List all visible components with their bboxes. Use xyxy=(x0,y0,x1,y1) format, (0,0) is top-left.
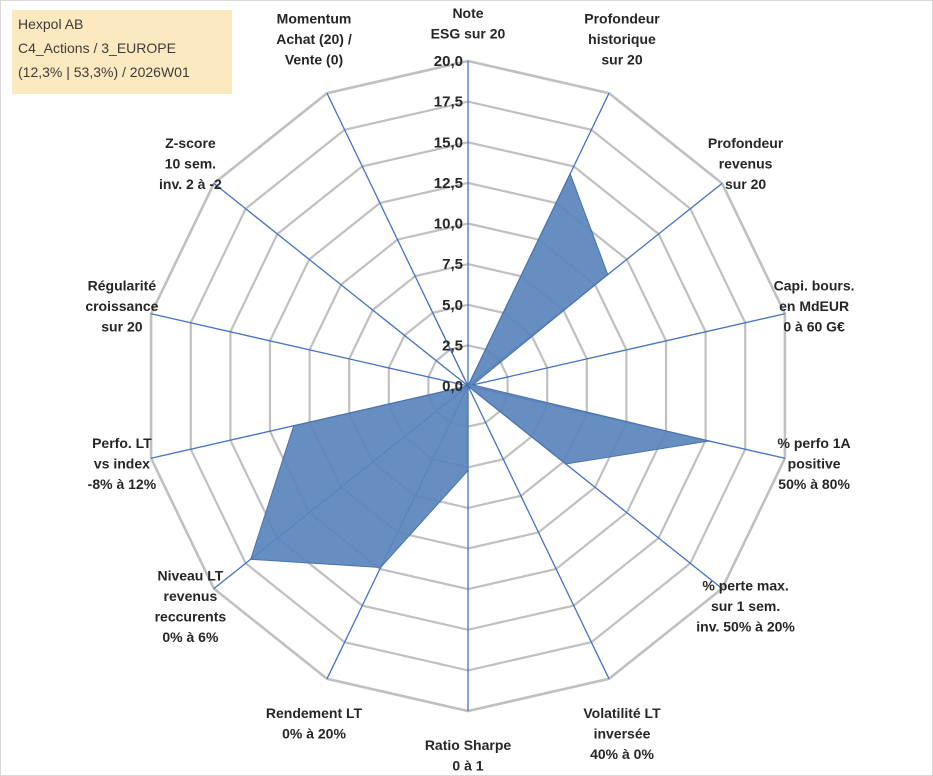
axis-label: Régularité croissance sur 20 xyxy=(85,277,158,334)
tick-label: 15,0 xyxy=(434,134,463,151)
axis-label-line: Vente (0) xyxy=(285,52,343,68)
series-point xyxy=(249,558,252,561)
axis-spoke xyxy=(467,385,610,680)
axis-label-line: Profondeur xyxy=(584,11,660,27)
axis-label-line: historique xyxy=(588,31,656,47)
series-point xyxy=(379,566,382,569)
company-name: Hexpol AB xyxy=(18,16,84,32)
axis-label-line: inversée xyxy=(594,725,651,741)
axis-label-line: Momentum xyxy=(277,11,352,27)
axis-label-line: Ratio Sharpe xyxy=(425,737,512,753)
series-area xyxy=(250,172,709,569)
score-and-week: (12,3% | 53,3%) / 2026W01 xyxy=(18,64,190,80)
series-point xyxy=(565,463,567,465)
axis-label: Niveau LT revenus reccurents 0% à 6% xyxy=(155,567,227,645)
axis-label: Perfo. LT vs index -8% à 12% xyxy=(88,435,157,492)
radar-series xyxy=(249,172,710,569)
axis-label-line: Rendement LT xyxy=(266,705,363,721)
axis-label-line: -8% à 12% xyxy=(88,476,157,492)
axis-label-line: Perfo. LT xyxy=(92,435,152,451)
axis-label: Momentum Achat (20) / Vente (0) xyxy=(276,11,352,68)
tick-label: 17,5 xyxy=(434,94,463,111)
axis-label-line: % perte max. xyxy=(702,578,788,594)
axis-label-line: ESG sur 20 xyxy=(431,26,506,42)
axis-label-line: 0% à 20% xyxy=(282,725,346,741)
axis-label-line: Note xyxy=(452,5,483,21)
axis-label: % perfo 1A positive 50% à 80% xyxy=(778,435,851,492)
portfolio-category: C4_Actions / 3_EUROPE xyxy=(18,40,176,56)
axis-label-line: sur 20 xyxy=(725,176,766,192)
axis-label: Volatilité LT inversée 40% à 0% xyxy=(583,705,661,762)
axis-label-line: sur 20 xyxy=(101,318,142,334)
tick-label: 7,5 xyxy=(442,256,463,273)
axis-label-line: inv. 50% à 20% xyxy=(696,619,795,635)
axis-label-line: sur 1 sem. xyxy=(711,598,780,614)
axis-spoke xyxy=(150,313,469,387)
series-point xyxy=(427,303,430,305)
axis-label: Note ESG sur 20 xyxy=(431,5,506,42)
tick-label: 20,0 xyxy=(434,53,463,70)
axis-label-line: Profondeur xyxy=(708,135,784,151)
axis-label-line: croissance xyxy=(85,298,158,314)
tick-label: 0,0 xyxy=(442,378,463,395)
series-point xyxy=(292,425,295,427)
axis-label: Profondeur revenus sur 20 xyxy=(708,135,784,192)
axis-label-line: % perfo 1A xyxy=(778,435,851,451)
axis-label-line: Niveau LT xyxy=(157,567,223,583)
axis-label-line: 50% à 80% xyxy=(778,476,850,492)
axis-label-line: reccurents xyxy=(155,608,227,624)
axis-label-line: 0 à 1 xyxy=(452,758,483,774)
axis-label-line: Achat (20) / xyxy=(276,31,352,47)
tick-label: 12,5 xyxy=(434,175,463,192)
axis-label-line: Régularité xyxy=(88,277,157,293)
axis-label-line: en MdEUR xyxy=(779,298,849,314)
axis-label-line: sur 20 xyxy=(601,52,642,68)
axis-label-line: inv. 2 à -2 xyxy=(159,176,222,192)
axis-label-line: 0 à 60 G€ xyxy=(783,318,845,334)
series-point xyxy=(569,172,571,175)
axis-label: % perte max. sur 1 sem. inv. 50% à 20% xyxy=(696,578,795,635)
series-point xyxy=(467,385,469,387)
axis-label: Ratio Sharpe 0 à 1 xyxy=(425,737,512,774)
axis-label-line: 40% à 0% xyxy=(590,746,654,762)
axis-labels: Note ESG sur 20 Profondeur historique sur 20… xyxy=(85,5,854,774)
axis-label-line: revenus xyxy=(719,155,773,171)
tick-label: 2,5 xyxy=(442,337,463,354)
axis-label: Capi. bours. en MdEUR 0 à 60 G€ xyxy=(774,277,855,334)
axis-label: Rendement LT 0% à 20% xyxy=(266,705,363,742)
axis-spoke xyxy=(213,182,469,387)
axis-label: Z-score 10 sem. inv. 2 à -2 xyxy=(159,135,222,192)
axis-label: Profondeur historique sur 20 xyxy=(584,11,660,68)
tick-label: 10,0 xyxy=(434,216,463,233)
axis-label-line: Capi. bours. xyxy=(774,277,855,293)
series-point xyxy=(607,273,609,276)
radial-tick-labels: 0,0 2,5 5,0 7,5 10,0 12,5 15,0 17,5 20,0 xyxy=(434,53,463,395)
axis-label-line: 0% à 6% xyxy=(162,629,219,645)
axis-label-line: Z-score xyxy=(165,135,216,151)
axis-label-line: Volatilité LT xyxy=(583,705,661,721)
series-point xyxy=(708,440,710,442)
series-point xyxy=(467,469,469,472)
series-point xyxy=(472,384,474,386)
tick-label: 5,0 xyxy=(442,297,463,314)
info-box: Hexpol AB C4_Actions / 3_EUROPE (12,3% |… xyxy=(12,10,232,94)
axis-label-line: positive xyxy=(788,456,841,472)
axis-label-line: revenus xyxy=(164,588,218,604)
axis-label-line: 10 sem. xyxy=(165,155,216,171)
axis-spoke xyxy=(467,313,786,387)
axis-label-line: vs index xyxy=(94,456,150,472)
